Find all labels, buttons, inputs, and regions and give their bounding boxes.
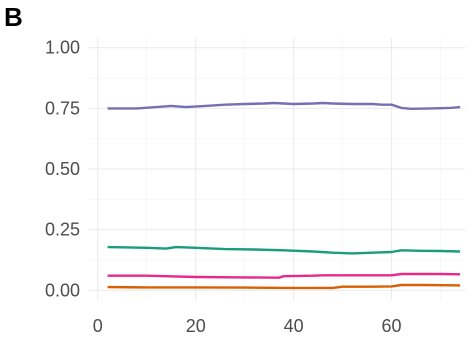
y-tick-label: 0.75 <box>45 98 80 118</box>
y-tick-label: 0.00 <box>45 280 80 300</box>
series-line-4 <box>107 283 461 290</box>
panel-label: B <box>4 2 23 32</box>
x-tick-label: 20 <box>186 316 206 336</box>
x-tick-label: 60 <box>382 316 402 336</box>
x-tick-label: 0 <box>93 316 103 336</box>
series-lines <box>107 101 461 290</box>
y-axis-ticks: 0.00 0.25 0.50 0.75 1.00 <box>45 38 80 301</box>
series-line-3 <box>107 272 461 279</box>
series-line-2 <box>107 245 461 255</box>
grid <box>88 38 465 300</box>
x-tick-label: 40 <box>284 316 304 336</box>
y-tick-label: 0.25 <box>45 220 80 240</box>
x-axis-ticks: 0 20 40 60 <box>93 316 402 336</box>
series-line-1 <box>107 101 461 111</box>
y-tick-label: 1.00 <box>45 38 80 58</box>
y-tick-label: 0.50 <box>45 159 80 179</box>
